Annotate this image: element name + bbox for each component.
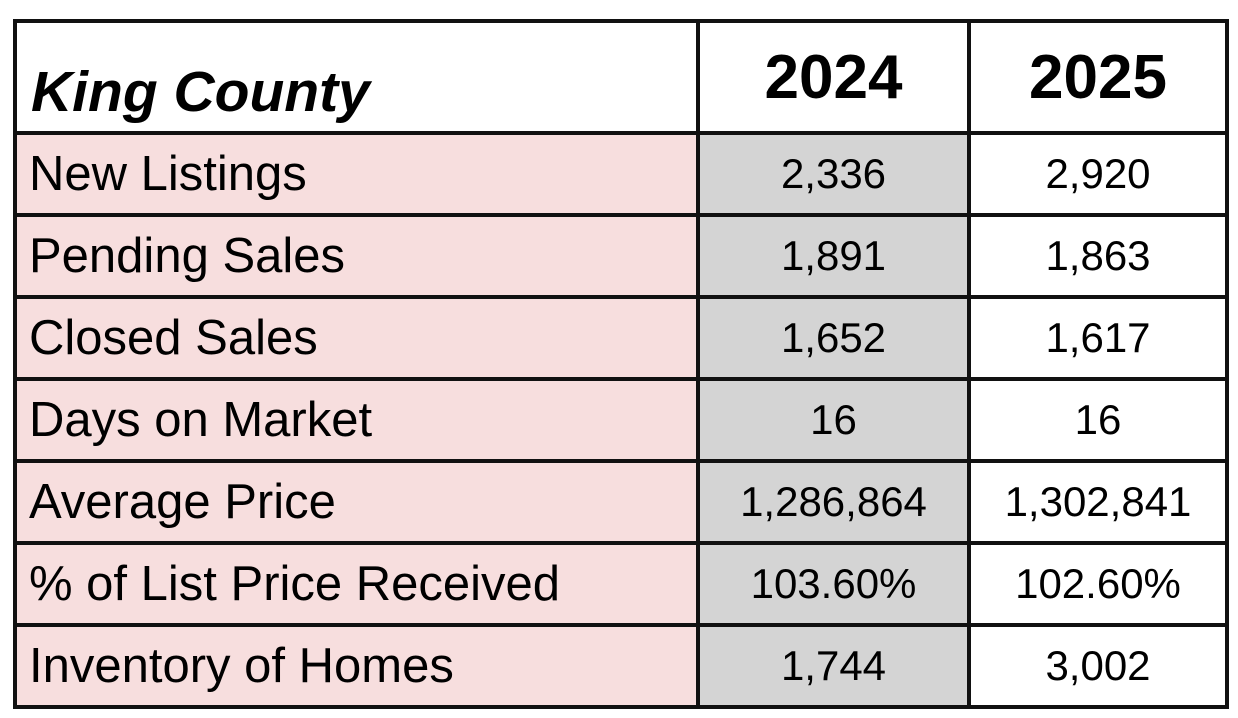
value-2025: 2,920	[967, 131, 1229, 217]
value-2025: 1,863	[967, 213, 1229, 299]
value-2025: 16	[967, 377, 1229, 463]
market-stats-table: King County 2024 2025 New Listings 2,336…	[13, 19, 1229, 709]
value-2024: 16	[696, 377, 971, 463]
value-2024: 1,744	[696, 623, 971, 709]
column-header-2024: 2024	[696, 19, 971, 135]
header-row: King County 2024 2025	[13, 19, 1229, 135]
value-2024: 1,286,864	[696, 459, 971, 545]
table-row: Inventory of Homes 1,744 3,002	[13, 623, 1229, 709]
row-label: Inventory of Homes	[13, 623, 700, 709]
row-label: Closed Sales	[13, 295, 700, 381]
table-row: Days on Market 16 16	[13, 377, 1229, 463]
table-row: Pending Sales 1,891 1,863	[13, 213, 1229, 299]
value-2024: 1,652	[696, 295, 971, 381]
value-2025: 3,002	[967, 623, 1229, 709]
table-title: King County	[13, 19, 700, 135]
value-2024: 2,336	[696, 131, 971, 217]
row-label: Days on Market	[13, 377, 700, 463]
table-row: Average Price 1,286,864 1,302,841	[13, 459, 1229, 545]
row-label: % of List Price Received	[13, 541, 700, 627]
row-label: New Listings	[13, 131, 700, 217]
value-2025: 1,302,841	[967, 459, 1229, 545]
value-2025: 102.60%	[967, 541, 1229, 627]
row-label: Pending Sales	[13, 213, 700, 299]
value-2025: 1,617	[967, 295, 1229, 381]
value-2024: 103.60%	[696, 541, 971, 627]
table-row: Closed Sales 1,652 1,617	[13, 295, 1229, 381]
column-header-2025: 2025	[967, 19, 1229, 135]
value-2024: 1,891	[696, 213, 971, 299]
table-row: New Listings 2,336 2,920	[13, 131, 1229, 217]
table-row: % of List Price Received 103.60% 102.60%	[13, 541, 1229, 627]
row-label: Average Price	[13, 459, 700, 545]
